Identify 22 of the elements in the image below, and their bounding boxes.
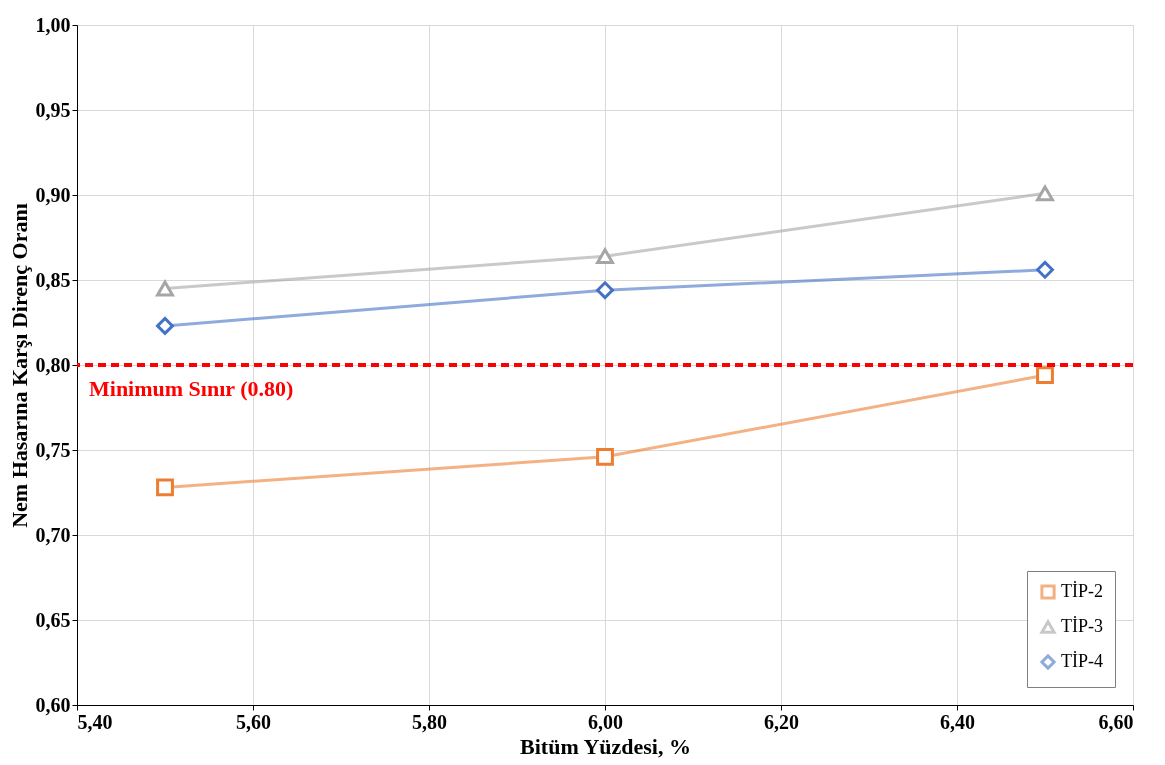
y-tick-label: 1,00 <box>35 13 71 36</box>
y-tick-label: 0,70 <box>35 523 71 546</box>
x-tick-label: 5,80 <box>412 710 447 733</box>
y-tick-label: 0,90 <box>35 183 71 206</box>
y-tick-label: 0,60 <box>35 693 71 716</box>
y-axis-title: Nem Hasarına Karşı Direnç Oranı <box>6 203 32 528</box>
x-tick-label: 6,00 <box>588 710 623 733</box>
y-tick-label: 0,80 <box>35 353 71 376</box>
y-tick-label: 0,75 <box>35 438 71 461</box>
x-axis-title: Bitüm Yüzdesi, % <box>520 733 691 759</box>
y-tick-label: 0,95 <box>35 98 71 121</box>
legend-label: TİP-4 <box>1061 651 1103 671</box>
x-tick-label: 6,60 <box>1098 710 1134 733</box>
y-tick-label: 0,85 <box>35 268 71 291</box>
x-tick-label: 5,40 <box>77 710 113 733</box>
x-tick-label: 6,40 <box>940 710 975 733</box>
x-tick-label: 5,60 <box>236 710 271 733</box>
legend-label: TİP-3 <box>1061 616 1103 636</box>
y-tick-label: 0,65 <box>35 608 71 631</box>
legend-label: TİP-2 <box>1061 581 1103 601</box>
ref-line-label: Minimum Sınır (0.80) <box>89 376 294 401</box>
x-tick-label: 6,20 <box>764 710 799 733</box>
